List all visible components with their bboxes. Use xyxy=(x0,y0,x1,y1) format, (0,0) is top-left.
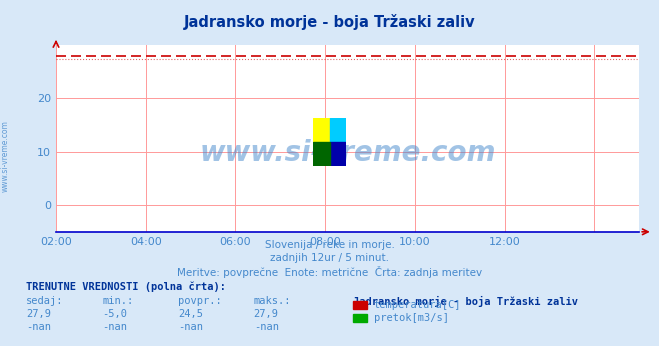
Bar xyxy=(330,142,346,166)
Text: Meritve: povprečne  Enote: metrične  Črta: zadnja meritev: Meritve: povprečne Enote: metrične Črta:… xyxy=(177,266,482,278)
Text: Slovenija / reke in morje.: Slovenija / reke in morje. xyxy=(264,240,395,251)
Text: maks.:: maks.: xyxy=(254,296,291,306)
Text: 24,5: 24,5 xyxy=(178,309,203,319)
Text: -nan: -nan xyxy=(178,322,203,333)
Text: temperatura[C]: temperatura[C] xyxy=(374,300,461,310)
Text: TRENUTNE VREDNOSTI (polna črta):: TRENUTNE VREDNOSTI (polna črta): xyxy=(26,282,226,292)
Bar xyxy=(330,118,346,142)
Text: Jadransko morje - boja Tržaski zaliv: Jadransko morje - boja Tržaski zaliv xyxy=(184,14,475,30)
Text: Jadransko morje - boja Tržaski zaliv: Jadransko morje - boja Tržaski zaliv xyxy=(353,296,577,307)
Text: -nan: -nan xyxy=(254,322,279,333)
Text: pretok[m3/s]: pretok[m3/s] xyxy=(374,313,449,323)
Text: www.si-vreme.com: www.si-vreme.com xyxy=(1,120,10,192)
Text: www.si-vreme.com: www.si-vreme.com xyxy=(200,139,496,167)
Text: sedaj:: sedaj: xyxy=(26,296,64,306)
Bar xyxy=(313,118,330,142)
Text: zadnjih 12ur / 5 minut.: zadnjih 12ur / 5 minut. xyxy=(270,253,389,263)
Text: povpr.:: povpr.: xyxy=(178,296,221,306)
Text: 27,9: 27,9 xyxy=(254,309,279,319)
Text: -nan: -nan xyxy=(26,322,51,333)
Text: min.:: min.: xyxy=(102,296,133,306)
Text: -5,0: -5,0 xyxy=(102,309,127,319)
Bar xyxy=(313,142,330,166)
Text: -nan: -nan xyxy=(102,322,127,333)
Text: 27,9: 27,9 xyxy=(26,309,51,319)
